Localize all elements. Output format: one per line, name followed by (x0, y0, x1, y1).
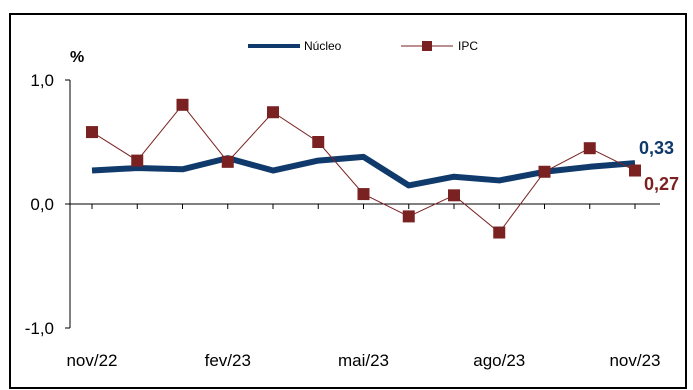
end-label-ipc: 0,27 (644, 174, 679, 194)
y-tick-label: 1,0 (30, 71, 54, 90)
ipc-point (402, 210, 415, 223)
x-tick-label: nov/23 (609, 351, 660, 370)
ipc-point (448, 189, 460, 202)
ipc-point (583, 142, 596, 155)
ipc-point (86, 126, 98, 139)
y-unit-label: % (70, 49, 84, 66)
ipc-point (357, 188, 370, 201)
axes: 1,0 0,0 -1,0 nov/22 fev/23 mai/23 ago/23 nov/23 (25, 71, 661, 370)
x-tick-label: ago/23 (473, 351, 525, 370)
legend-nucleo-label: Núcleo (304, 39, 342, 53)
ipc-point (312, 136, 325, 148)
series-nucleo (91, 153, 636, 189)
series-line-nucleo (91, 153, 636, 189)
ipc-point (538, 165, 551, 178)
ipc-point (221, 155, 234, 168)
ipc-point (267, 106, 279, 119)
y-tick-label: 0,0 (30, 195, 54, 214)
ipc-point (493, 226, 506, 239)
chart-frame (9, 13, 687, 389)
x-tick-label: fev/23 (205, 351, 251, 370)
y-tick-label: -1,0 (25, 319, 54, 338)
end-label-nucleo: 0,33 (639, 138, 674, 158)
ipc-point (131, 154, 144, 167)
series-ipc (86, 98, 641, 239)
legend-ipc-marker (422, 41, 432, 51)
legend-ipc-label: IPC (458, 39, 478, 53)
ipc-point (176, 98, 189, 111)
legend: Núcleo IPC (248, 39, 478, 53)
ipc-point (629, 164, 641, 177)
x-tick-label: nov/22 (66, 351, 117, 370)
x-tick-label: mai/23 (338, 351, 389, 370)
